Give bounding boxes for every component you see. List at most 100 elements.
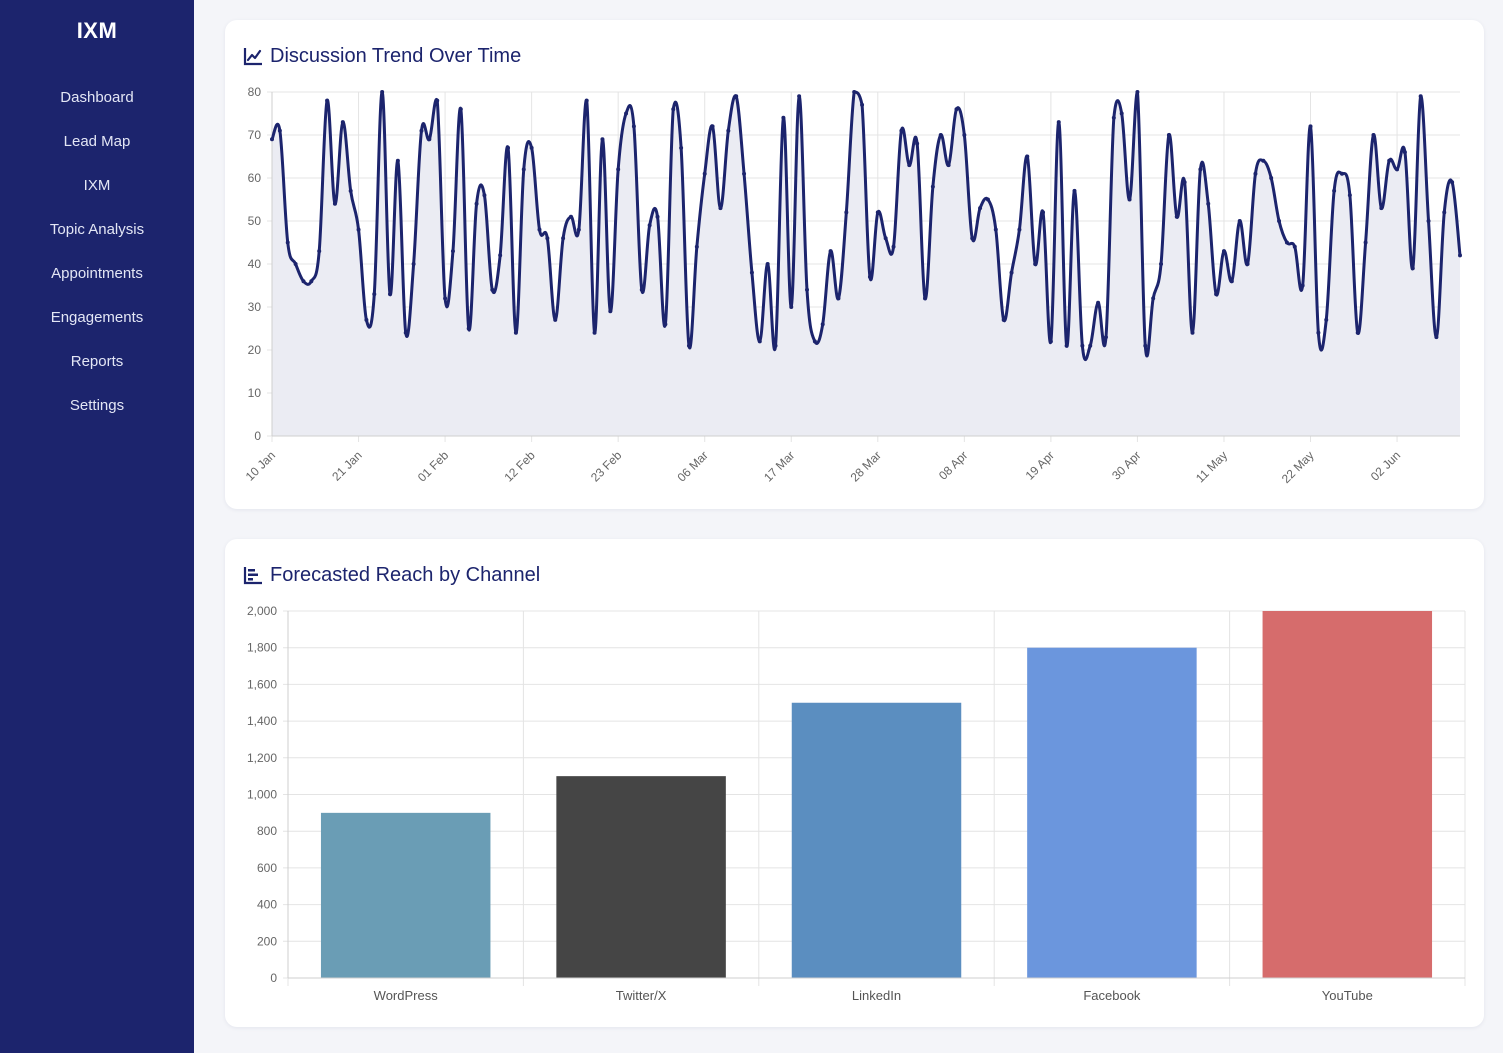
trend-data-point	[506, 145, 511, 150]
trend-y-tick-label: 10	[248, 386, 262, 400]
trend-data-point	[749, 270, 754, 275]
trend-x-tick-label: 22 May	[1279, 448, 1317, 486]
trend-data-point	[1245, 262, 1250, 266]
reach-bar-wordpress	[320, 812, 491, 978]
sidebar-item-engagements[interactable]: Engagements	[50, 309, 144, 326]
trend-data-point	[624, 111, 629, 116]
discussion-trend-card: Discussion Trend Over Time 0 10 20 30 40 50 60…	[225, 20, 1484, 509]
trend-data-point	[277, 128, 282, 133]
trend-x-tick-label: 11 May	[1193, 448, 1230, 485]
trend-x-tick-label: 28 Mar	[848, 448, 884, 484]
trend-data-point	[1458, 253, 1462, 258]
trend-x-tick-label: 17 Mar	[761, 448, 797, 484]
trend-data-point	[1103, 335, 1108, 340]
trend-x-tick-label: 10 Jan	[243, 448, 278, 483]
trend-data-point	[679, 145, 684, 150]
sidebar-item-lead-map[interactable]: Lead Map	[63, 133, 131, 150]
trend-data-point	[270, 137, 274, 142]
sidebar-item-appointments[interactable]: Appointments	[51, 265, 143, 282]
trend-data-point	[443, 296, 448, 301]
sidebar-item-topic-analysis[interactable]: Topic Analysis	[49, 221, 145, 238]
trend-data-point	[1426, 219, 1431, 223]
trend-data-point	[592, 330, 597, 335]
trend-data-point	[946, 163, 951, 168]
trend-y-tick-label: 60	[248, 171, 262, 185]
trend-data-point	[1379, 206, 1384, 211]
trend-data-point	[419, 128, 424, 133]
trend-data-point	[671, 107, 676, 112]
trend-data-point	[427, 137, 432, 142]
trend-data-point	[970, 236, 975, 241]
trend-data-point	[993, 227, 998, 232]
sidebar-item-dashboard[interactable]: Dashboard	[60, 89, 134, 106]
trend-data-point	[836, 296, 841, 301]
trend-data-point	[1316, 330, 1321, 335]
trend-data-point	[1033, 262, 1038, 266]
sidebar-item-settings[interactable]: Settings	[69, 397, 125, 414]
trend-data-point	[1237, 219, 1242, 223]
trend-data-point	[285, 240, 290, 245]
trend-data-point	[1308, 124, 1313, 129]
trend-data-point	[537, 227, 542, 232]
trend-data-point	[1048, 339, 1053, 344]
trend-data-point	[844, 210, 849, 215]
trend-data-point	[1277, 219, 1282, 223]
reach-category-label: Facebook	[1083, 988, 1141, 1003]
trend-data-point	[395, 158, 400, 163]
trend-data-point	[954, 107, 959, 112]
trend-data-point	[458, 107, 463, 112]
trend-data-point	[1041, 210, 1046, 215]
trend-data-point	[860, 102, 865, 107]
trend-data-point	[474, 201, 479, 206]
trend-x-tick-label: 01 Feb	[415, 448, 452, 485]
trend-data-point	[875, 210, 880, 215]
trend-data-point	[600, 137, 605, 142]
trend-data-point	[325, 98, 330, 103]
trend-data-point	[561, 236, 566, 241]
trend-x-tick-label: 23 Feb	[588, 448, 625, 485]
reach-y-tick-label: 1,800	[247, 641, 277, 655]
trend-data-point	[372, 292, 377, 297]
trend-x-tick-label: 02 Jun	[1368, 448, 1403, 483]
sidebar-nav: Dashboard Lead Map IXM Topic Analysis Ap…	[0, 76, 194, 428]
trend-data-point	[962, 133, 967, 137]
trend-data-point	[608, 309, 613, 314]
trend-data-point	[663, 322, 668, 327]
trend-data-point	[380, 90, 385, 94]
trend-y-tick-label: 50	[248, 214, 262, 228]
trend-y-tick-label: 70	[248, 128, 262, 142]
trend-data-point	[820, 322, 825, 327]
trend-data-point	[309, 279, 314, 284]
trend-data-point	[1096, 300, 1101, 305]
trend-data-point	[1434, 335, 1439, 340]
trend-data-point	[1056, 120, 1061, 125]
trend-data-point	[1009, 270, 1014, 275]
trend-data-point	[742, 171, 747, 176]
trend-y-tick-label: 40	[248, 257, 262, 271]
trend-y-tick-label: 80	[248, 85, 262, 99]
brand-logo[interactable]: IXM	[76, 18, 118, 43]
trend-data-point	[1001, 317, 1006, 322]
trend-y-tick-label: 0	[254, 429, 261, 443]
trend-area-fill	[272, 92, 1460, 436]
trend-data-point	[1418, 94, 1423, 99]
line-chart-icon	[243, 46, 263, 66]
trend-data-point	[1395, 167, 1400, 172]
reach-bar-facebook	[1027, 647, 1197, 978]
trend-data-point	[1292, 244, 1297, 249]
reach-category-label: Twitter/X	[616, 988, 667, 1003]
trend-data-point	[812, 339, 817, 344]
trend-data-point	[734, 94, 739, 99]
trend-data-point	[1371, 133, 1376, 137]
trend-data-point	[1190, 330, 1195, 335]
trend-data-point	[915, 141, 920, 146]
sidebar-item-ixm[interactable]: IXM	[83, 177, 111, 194]
trend-data-point	[1088, 343, 1093, 348]
trend-data-point	[1229, 279, 1234, 284]
trend-data-point	[1355, 330, 1360, 335]
sidebar-item-reports[interactable]: Reports	[70, 353, 124, 370]
trend-data-point	[1198, 167, 1203, 172]
trend-data-point	[1253, 171, 1258, 176]
reach-bar-youtube	[1262, 611, 1433, 978]
trend-data-point	[828, 249, 833, 254]
